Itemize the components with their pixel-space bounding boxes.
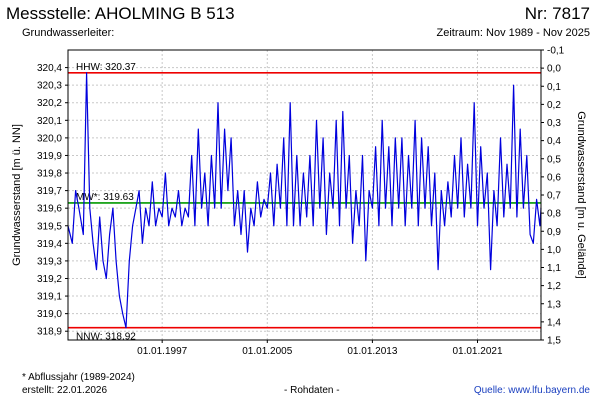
y-right-tick-label: 0,6 — [547, 172, 561, 183]
aquifer-label: Grundwasserleiter: — [22, 27, 115, 39]
x-tick-label: 01.01.2013 — [347, 346, 397, 357]
y-left-tick-label: 319,6 — [37, 204, 62, 215]
y-left-tick-label: 320,0 — [37, 133, 62, 144]
source-label: Quelle: — [473, 385, 509, 396]
y-left-tick-label: 320,3 — [37, 81, 62, 92]
y-right-tick-label: 0,3 — [547, 118, 561, 129]
y-axis-right-label: Grundwasserstand [m u. Gelände] — [575, 111, 587, 279]
nnw-label: NNW: 318.92 — [76, 332, 136, 343]
y-left-tick-label: 319,9 — [37, 151, 62, 162]
source-credit: Quelle: www.lfu.bayern.de — [474, 385, 590, 396]
y-right-tick-label: 1,2 — [547, 281, 561, 292]
mw-label: MW*: 319.63 — [76, 192, 134, 203]
reference-lines: HHW: 320.37 MW*: 319.63 NNW: 318.92 — [68, 62, 541, 343]
y-left-tick-label: 319,4 — [37, 239, 62, 250]
chart-title: Messstelle: AHOLMING B 513 — [6, 4, 235, 23]
y-right-tick-label: 0,2 — [547, 100, 561, 111]
chart-grid — [68, 50, 541, 340]
y-right-tick-label: 0,5 — [547, 154, 561, 165]
y-right-tick-label: 0,0 — [547, 64, 561, 75]
y-right-tick-label: 1,5 — [547, 336, 561, 347]
x-tick-label: 01.01.2021 — [452, 346, 502, 357]
y-right-tick-label: 0,1 — [547, 82, 561, 93]
y-right-tick-label: 0,9 — [547, 227, 561, 238]
y-right-tick-label: 0,4 — [547, 136, 561, 147]
y-left-tick-label: 320,1 — [37, 116, 62, 127]
y-left-tick-label: 319,5 — [37, 221, 62, 232]
y-axis-left-label: Grundwasserstand [m ü. NN] — [11, 124, 23, 266]
y-left-tick-label: 320,4 — [37, 63, 62, 74]
y-axis-left: 320,4 320,3 320,2 320,1 320,0 319,9 319,8 319,7… — [37, 63, 68, 338]
y-left-tick-label: 318,9 — [37, 327, 62, 338]
y-left-tick-label: 320,2 — [37, 98, 62, 109]
period-label: Zeitraum: Nov 1989 - Nov 2025 — [436, 27, 590, 39]
source-link[interactable]: www.lfu.bayern.de — [508, 385, 590, 396]
y-right-tick-label: 1,3 — [547, 299, 561, 310]
created-date: erstellt: 22.01.2026 — [22, 385, 108, 396]
y-right-tick-label: 1,0 — [547, 245, 561, 256]
y-right-tick-label: 1,4 — [547, 317, 561, 328]
hhw-label: HHW: 320.37 — [76, 62, 136, 73]
series-layer — [67, 72, 542, 329]
y-right-tick-label: 1,1 — [547, 263, 561, 274]
y-right-tick-label: -0,1 — [547, 46, 565, 57]
y-left-tick-label: 319,7 — [37, 186, 62, 197]
y-axis-right: -0,1 0,0 0,1 0,2 0,3 0,4 0,5 0,6 0,7 0,8 0,9 1,0 1,1… — [541, 46, 565, 347]
y-left-tick-label: 319,3 — [37, 256, 62, 267]
x-axis: 01.01.1997 01.01.2005 01.01.2013 01.01.2021 — [137, 340, 503, 357]
y-left-tick-label: 319,0 — [37, 309, 62, 320]
x-tick-label: 01.01.1997 — [137, 346, 187, 357]
y-left-tick-label: 319,2 — [37, 274, 62, 285]
footnote: * Abflussjahr (1989-2024) — [22, 372, 135, 383]
x-tick-label: 01.01.2005 — [242, 346, 292, 357]
y-right-tick-label: 0,8 — [547, 209, 561, 220]
station-number: Nr: 7817 — [524, 4, 590, 23]
y-right-tick-label: 0,7 — [547, 191, 561, 202]
y-left-tick-label: 319,1 — [37, 292, 62, 303]
groundwater-level-line — [67, 72, 542, 329]
y-left-tick-label: 319,8 — [37, 169, 62, 180]
data-mode-label: - Rohdaten - — [284, 385, 340, 396]
